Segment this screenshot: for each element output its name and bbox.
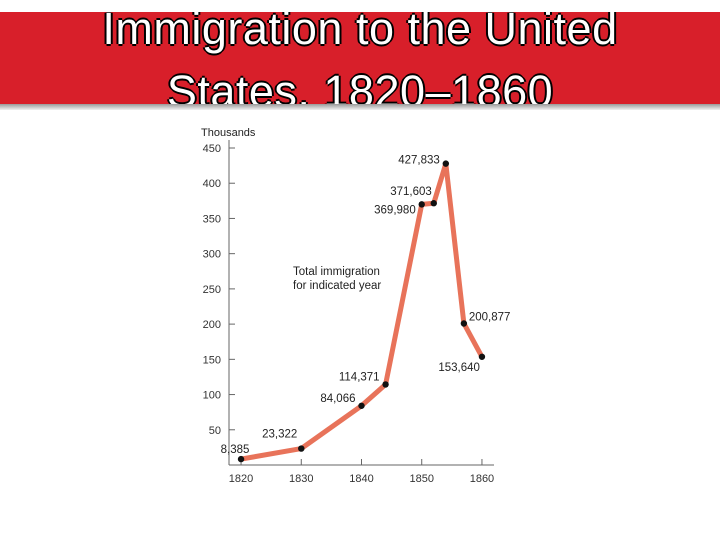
- data-label: 369,980: [374, 204, 416, 216]
- chart-labels: 8,385 23,322 84,066 114,371 369,980 371,603 42…: [221, 155, 511, 456]
- y-tick-label: 50: [209, 425, 221, 437]
- chart-axes: 50 100 150 200 250 300 350 400 450 1820 1830 1840 18…: [201, 127, 494, 485]
- data-label: 371,603: [390, 186, 432, 198]
- data-point: [237, 455, 245, 463]
- chart-series: [237, 160, 486, 463]
- data-point: [382, 381, 389, 388]
- data-point: [442, 160, 450, 167]
- y-tick-label: 350: [203, 213, 221, 225]
- series-line: [238, 161, 485, 462]
- y-tick-label: 400: [203, 178, 221, 190]
- data-label: 200,877: [469, 311, 511, 323]
- x-tick-label: 1860: [470, 473, 494, 485]
- data-point: [478, 353, 486, 360]
- data-point: [418, 201, 425, 208]
- chart-annotation-line: for indicated year: [293, 280, 381, 292]
- page-title-line-2: States, 1820–1860: [166, 66, 554, 104]
- y-tick-label: 250: [203, 284, 221, 296]
- data-point: [298, 445, 305, 452]
- y-tick-label: 150: [203, 354, 221, 366]
- data-point: [430, 200, 437, 207]
- x-tick-label: 1820: [229, 473, 253, 485]
- x-tick-label: 1840: [349, 473, 373, 485]
- page-title-line-1: Immigration to the United: [102, 12, 618, 54]
- page-title: Immigration to the United States, 1820–1…: [0, 12, 720, 104]
- data-label: 8,385: [221, 444, 250, 456]
- title-banner: Immigration to the United States, 1820–1…: [0, 12, 720, 104]
- data-point: [358, 402, 365, 409]
- x-tick-label: 1830: [289, 473, 313, 485]
- data-label: 84,066: [320, 393, 355, 405]
- y-axis-unit-label: Thousands: [201, 127, 256, 139]
- y-tick-label: 450: [203, 143, 221, 155]
- y-tick-label: 300: [203, 249, 221, 261]
- y-tick-label: 100: [203, 390, 221, 402]
- x-tick-label: 1850: [409, 473, 433, 485]
- data-label: 114,371: [339, 371, 380, 383]
- data-label: 23,322: [262, 429, 297, 441]
- data-point: [460, 320, 468, 327]
- chart-annotation: Total immigration for indicated year: [293, 266, 381, 292]
- chart-annotation-line: Total immigration: [293, 266, 380, 278]
- data-label: 153,640: [438, 362, 480, 374]
- title-banner-shadow: [0, 104, 720, 110]
- y-tick-label: 200: [203, 319, 221, 331]
- data-label: 427,833: [398, 155, 440, 167]
